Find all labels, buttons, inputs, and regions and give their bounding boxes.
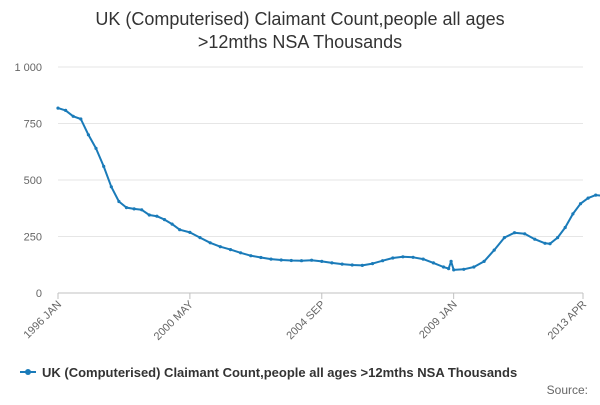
x-tick-label: 2004 SEP: [284, 299, 328, 343]
x-tick-label: 2009 JAN: [417, 299, 460, 342]
data-point: [178, 228, 182, 232]
data-point: [269, 257, 273, 261]
data-point: [533, 237, 537, 241]
y-tick-label: 250: [24, 232, 42, 244]
data-point: [162, 218, 167, 222]
x-tick-label: 2013 APR: [546, 299, 590, 343]
data-point: [79, 117, 83, 121]
data-point: [340, 262, 344, 266]
x-tick-label: 2000 MAY: [152, 298, 197, 343]
data-point: [452, 268, 456, 272]
data-point: [523, 232, 527, 236]
data-point: [431, 261, 435, 265]
axes: 0 250 500 750 1 000 1996 JAN 2000 MAY 2004 SEP 2…: [14, 62, 589, 343]
y-tick-label: 1 000: [14, 62, 42, 74]
data-point: [117, 199, 121, 204]
data-point: [289, 258, 293, 263]
data-point: [548, 242, 552, 246]
data-point: [94, 146, 98, 150]
data-point: [360, 263, 364, 267]
data-point: [571, 212, 575, 216]
data-point: [512, 231, 517, 235]
gridlines: [58, 66, 583, 237]
data-point: [563, 225, 567, 230]
data-point: [249, 254, 253, 258]
data-point: [462, 267, 466, 271]
data-point: [543, 241, 547, 245]
data-point: [188, 230, 192, 234]
data-point: [170, 222, 174, 226]
data-point: [472, 265, 476, 269]
data-point: [447, 267, 451, 271]
data-point: [299, 259, 304, 263]
data-point: [132, 207, 136, 211]
y-tick-label: 0: [36, 288, 42, 300]
chart-title-line-1: UK (Computerised) Claimant Count,people …: [95, 9, 504, 29]
data-point: [140, 208, 144, 212]
data-point: [482, 259, 486, 263]
data-point: [147, 213, 151, 217]
data-point: [556, 236, 560, 240]
data-point: [502, 236, 506, 240]
data-point: [586, 196, 590, 200]
data-point: [218, 245, 222, 249]
data-point: [208, 241, 212, 245]
data-point: [421, 257, 425, 261]
data-point: [594, 193, 598, 197]
data-point: [381, 259, 385, 263]
x-tick-label: 1996 JAN: [21, 299, 64, 342]
data-point: [198, 236, 202, 240]
series-layer: [56, 106, 600, 272]
data-point: [239, 251, 243, 255]
chart-title-line-2: >12mths NSA Thousands: [198, 32, 402, 52]
data-point: [124, 206, 129, 210]
data-point: [320, 259, 324, 263]
data-point: [449, 259, 453, 263]
data-point: [310, 258, 314, 262]
data-point: [492, 248, 496, 252]
data-point: [56, 106, 60, 110]
data-point: [370, 262, 375, 266]
data-point: [109, 185, 113, 189]
legend[interactable]: UK (Computerised) Claimant Count,people …: [20, 365, 517, 380]
data-point: [64, 108, 68, 112]
data-point: [102, 164, 106, 168]
y-tick-label: 750: [24, 119, 42, 131]
data-point: [401, 255, 405, 259]
data-point: [279, 258, 283, 262]
data-point: [86, 133, 90, 137]
data-point: [391, 256, 395, 260]
y-tick-label: 500: [24, 175, 42, 187]
data-point: [259, 255, 263, 260]
data-point: [350, 263, 354, 267]
series-line-0: [57, 107, 600, 271]
data-point: [71, 114, 75, 118]
data-point: [155, 214, 159, 218]
data-point: [228, 248, 233, 252]
source-label: Source:: [547, 383, 588, 397]
legend-marker: [25, 369, 31, 375]
data-point: [411, 255, 415, 259]
data-point: [330, 261, 334, 265]
data-point: [441, 265, 446, 269]
data-point: [578, 202, 583, 206]
legend-label: UK (Computerised) Claimant Count,people …: [42, 365, 517, 380]
